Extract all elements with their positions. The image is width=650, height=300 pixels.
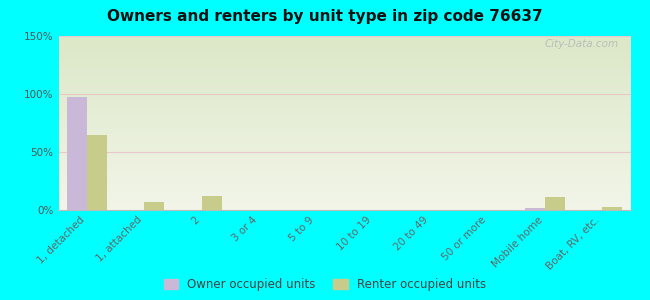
Bar — [67, 98, 87, 210]
Bar — [525, 208, 545, 210]
Bar — [545, 197, 565, 210]
Text: Owners and renters by unit type in zip code 76637: Owners and renters by unit type in zip c… — [107, 9, 543, 24]
Bar — [602, 206, 622, 210]
Bar — [144, 202, 164, 210]
Text: City-Data.com: City-Data.com — [545, 40, 619, 50]
Bar — [87, 135, 107, 210]
Legend: Owner occupied units, Renter occupied units: Owner occupied units, Renter occupied un… — [164, 278, 486, 291]
Bar — [202, 196, 222, 210]
